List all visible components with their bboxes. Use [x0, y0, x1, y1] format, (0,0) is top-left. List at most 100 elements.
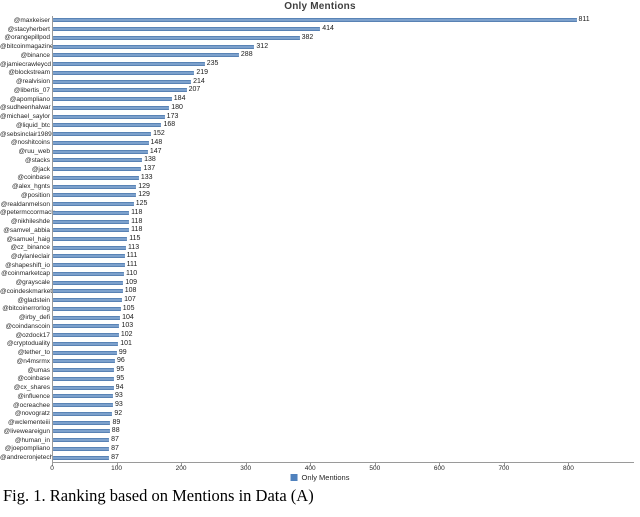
category-label: @stacyherbert — [7, 25, 50, 33]
mention-bar — [53, 394, 114, 399]
mention-bar — [53, 376, 115, 381]
mention-bar — [53, 158, 143, 163]
chart-title: Only Mentions — [284, 1, 356, 12]
value-label: 95 — [116, 374, 125, 382]
value-label: 214 — [193, 77, 205, 85]
chart-legend: Only Mentions — [290, 473, 350, 482]
category-label: @shapeshift_io — [5, 261, 50, 269]
x-tick-label: 800 — [563, 465, 574, 472]
x-tick-label: 400 — [304, 465, 316, 472]
category-label: @liquid_btc — [15, 121, 50, 129]
mention-bar — [53, 88, 187, 93]
value-label: 109 — [125, 278, 138, 286]
category-label: @cx_shares — [13, 384, 50, 392]
value-label: 125 — [135, 200, 148, 208]
mention-bar — [53, 140, 149, 145]
x-tick-label: 700 — [498, 465, 510, 472]
category-label: @influence — [17, 392, 50, 400]
legend-color-swatch — [290, 474, 298, 481]
mention-bar — [53, 97, 172, 102]
category-label: @irby_defi — [18, 314, 50, 322]
mention-bar — [53, 237, 128, 241]
category-label: @sebsinclair1989 — [0, 130, 52, 138]
value-label: 93 — [115, 392, 123, 400]
value-label: 104 — [122, 313, 134, 321]
value-label: 88 — [111, 427, 120, 435]
value-label: 92 — [114, 409, 123, 417]
mention-bar — [53, 333, 119, 338]
value-label: 87 — [111, 436, 119, 444]
figure-caption: Fig. 1. Ranking based on Mentions in Dat… — [3, 486, 314, 505]
mention-bar — [53, 228, 130, 233]
value-label: 118 — [131, 217, 143, 225]
value-label: 414 — [322, 25, 334, 33]
mention-bar — [53, 132, 152, 137]
mention-bar — [53, 315, 121, 320]
category-label: @cz_binance — [10, 244, 50, 252]
x-tick-mark — [568, 463, 570, 466]
mention-bar — [53, 105, 170, 110]
legend-label: Only Mentions — [301, 473, 350, 482]
value-label: 96 — [116, 357, 125, 365]
category-label: @apompliano — [9, 95, 50, 103]
value-label: 113 — [127, 243, 140, 251]
mention-bar — [53, 27, 321, 32]
x-axis-line — [52, 462, 634, 463]
value-label: 137 — [143, 165, 156, 173]
mention-bar — [53, 70, 195, 75]
category-label: @stacks — [24, 156, 50, 164]
category-label: @realvision — [15, 78, 50, 86]
value-label: 87 — [111, 453, 119, 461]
mention-bar — [53, 411, 113, 416]
category-label: @novogratz — [14, 410, 50, 418]
mention-bar — [53, 202, 134, 207]
value-label: 138 — [144, 156, 156, 164]
category-label: @liveweareigun — [3, 427, 50, 435]
value-label: 152 — [153, 130, 165, 138]
mention-bar — [53, 79, 192, 84]
value-label: 94 — [115, 383, 124, 391]
category-label: @realdanmelson — [0, 200, 50, 208]
x-tick-mark — [374, 463, 376, 466]
category-label: @jack — [31, 165, 50, 173]
value-label: 811 — [578, 16, 590, 24]
category-label: @wclementeiii — [8, 419, 50, 427]
value-label: 288 — [240, 51, 253, 59]
x-tick-mark — [310, 463, 312, 466]
category-label: @ozdock17 — [15, 331, 50, 339]
category-label: @jamiecrawleycd — [0, 60, 52, 68]
category-label: @binance — [20, 51, 50, 59]
category-label: @coinbase — [17, 375, 50, 383]
x-tick-mark — [181, 463, 183, 466]
category-label: @human_in — [14, 436, 50, 444]
x-tick-mark — [52, 463, 53, 466]
x-tick-mark — [116, 463, 118, 466]
category-label: @dylanleclair — [10, 252, 50, 260]
mention-bar — [53, 18, 577, 23]
mention-bar — [53, 341, 119, 346]
category-label: @petermccormack — [0, 209, 55, 217]
category-label: @libertis_07 — [13, 86, 50, 94]
mention-bar — [53, 420, 111, 425]
mention-bar — [53, 263, 125, 268]
category-label: @nikhileshde — [10, 218, 50, 225]
x-tick-label: 300 — [240, 465, 252, 472]
category-label: @bitcoinmagazine — [0, 43, 54, 51]
value-label: 93 — [115, 401, 123, 409]
value-label: 103 — [121, 322, 134, 330]
category-label: @orangepillpod — [4, 34, 50, 42]
category-label: @gladstein — [17, 296, 50, 304]
mention-bar — [53, 210, 130, 215]
category-label: @alex_hgnts — [11, 183, 50, 191]
mention-bar — [53, 455, 110, 460]
mention-bar — [53, 350, 117, 355]
mention-bar — [53, 167, 142, 172]
value-label: 173 — [166, 112, 179, 120]
value-label: 99 — [118, 348, 127, 356]
category-label: @position — [20, 191, 50, 199]
mention-bar — [53, 438, 110, 443]
value-label: 382 — [301, 33, 314, 41]
category-label: @ruu_web — [18, 148, 50, 156]
